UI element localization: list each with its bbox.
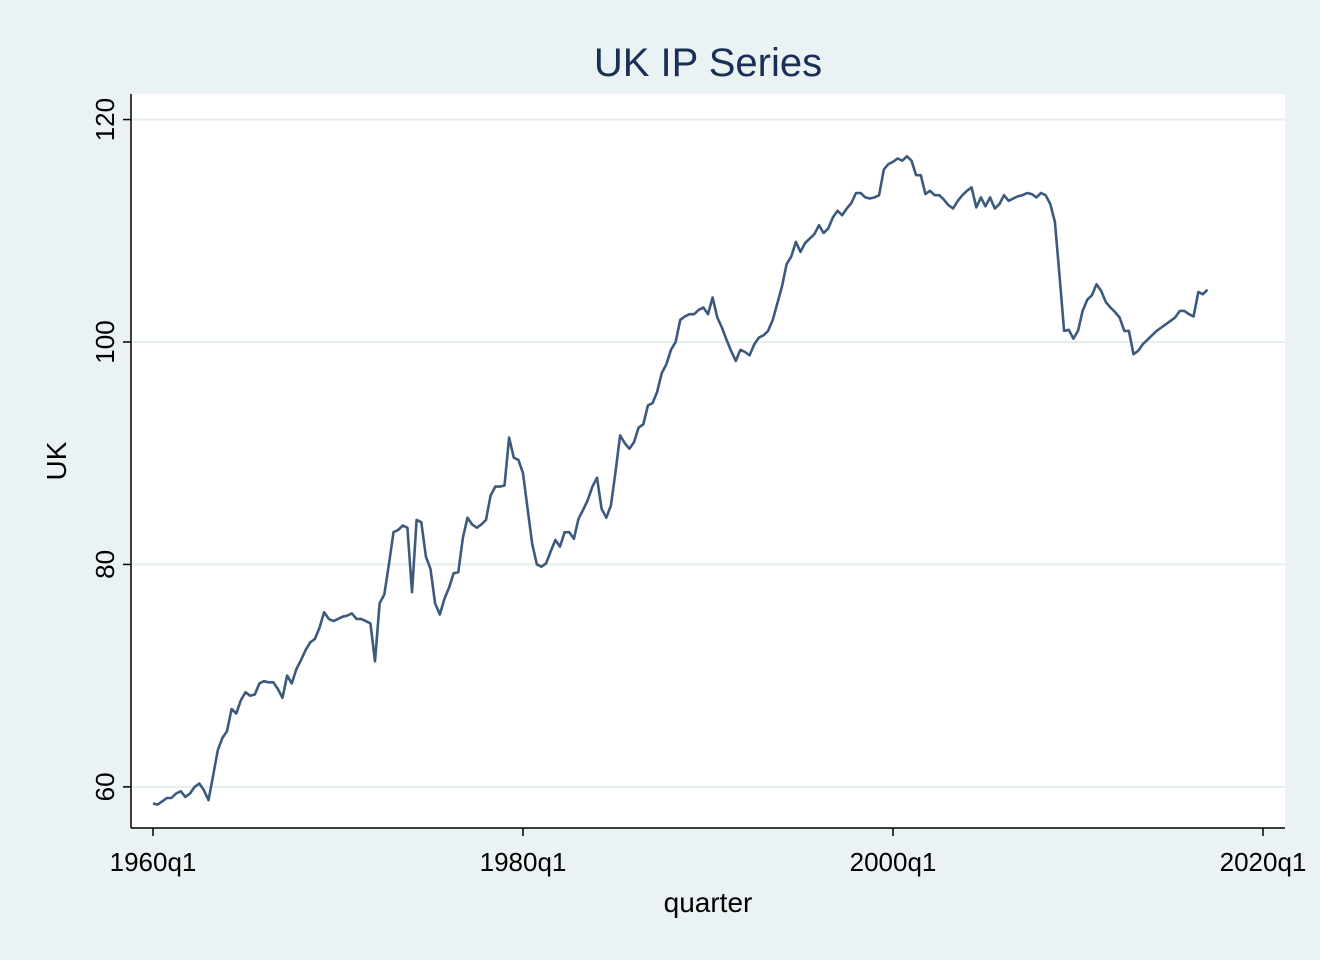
x-tick-label-1960q1: 1960q1 (110, 847, 197, 877)
gridlines (131, 118, 1285, 788)
plot-area (131, 94, 1285, 828)
uk-ip-series-line (152, 155, 1209, 806)
x-tick-label-2020q1: 2020q1 (1220, 847, 1307, 877)
x-axis-ticks: 1960q1 1980q1 2000q1 2020q1 (110, 828, 1307, 877)
y-tick-label-120: 120 (90, 98, 120, 141)
y-tick-label-80: 80 (90, 550, 120, 579)
y-tick-label-100: 100 (90, 320, 120, 363)
y-axis-ticks: 60 80 100 120 (90, 98, 131, 801)
x-tick-label-1980q1: 1980q1 (480, 847, 567, 877)
y-tick-label-60: 60 (90, 772, 120, 801)
chart-title: UK IP Series (594, 41, 822, 85)
x-tick-label-2000q1: 2000q1 (850, 847, 937, 877)
x-axis-label: quarter (664, 887, 753, 918)
y-axis-label: UK (41, 441, 72, 480)
